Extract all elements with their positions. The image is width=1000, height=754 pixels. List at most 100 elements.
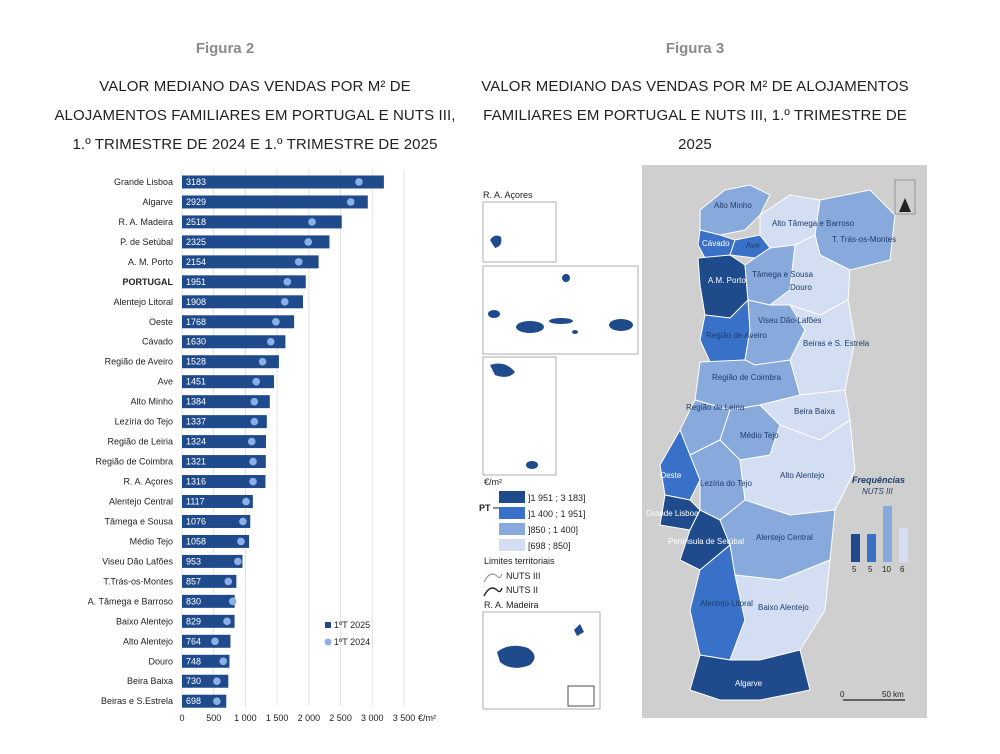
region-alto-tamega [759,194,821,249]
bar-2025 [182,275,306,289]
region-alentejo-central [719,499,836,581]
legend-swatch-2025 [325,622,331,628]
bar-value-label: 764 [186,636,201,646]
bar-value-label: 1058 [186,536,206,546]
map-label: Oeste [660,471,682,480]
map-label: Lezíria do Tejo [700,479,752,488]
bar-value-label: 3183 [186,177,206,187]
bar-value-label: 2325 [186,237,206,247]
category-label: Cávado [142,337,173,347]
point-2024 [249,457,257,466]
region-ave [729,234,771,259]
mainland-portugal [659,184,896,701]
bar-value-label: 830 [186,596,201,606]
bar-value-label: 698 [186,696,201,706]
point-2024 [283,278,292,286]
scale-label: 50 km [882,690,904,699]
bar-2025 [182,335,286,349]
frequency-value: 10 [882,565,891,574]
point-2024 [250,397,259,406]
bar-2025 [182,634,231,648]
bar-2025 [182,215,342,229]
x-tick-label: 3 500 [393,713,416,723]
bar-2025 [182,195,368,209]
legend-swatch [499,539,525,551]
map-label: Cávado [702,239,730,248]
bar-2025 [182,375,275,389]
x-tick-label: 500 [206,713,221,723]
limits-title: Limites territoriais [484,556,555,566]
region-algarve [689,649,811,701]
point-2024 [304,238,313,246]
bar-value-label: 2929 [186,197,206,207]
island-shape [572,330,578,334]
bar-2025 [182,435,266,449]
frequency-value: 5 [852,565,857,574]
region-aveiro [699,298,751,363]
point-2024 [252,377,261,386]
figure-2-title: VALOR MEDIANO DAS VENDAS POR M² DE ALOJA… [45,72,465,159]
region-viseu [744,299,806,366]
point-2024 [219,657,228,666]
region-beiras-estrela [788,299,856,396]
map-label: Alto Tâmega e Barroso [772,219,855,228]
legend-class-label: ]850 ; 1 400] [528,525,578,535]
legend-class-label: [698 ; 850] [528,541,571,551]
chart-x-axis: 0 500 1 000 1 500 2 000 2 500 3 000 3 500 €/m² [179,713,436,723]
point-2024 [224,577,233,586]
scale-bar: 0 50 km [840,690,905,701]
bar-value-label: 1076 [186,516,206,526]
inset-frame [482,201,557,263]
category-label: Ave [158,377,173,387]
map-label: Baixo Alentejo [758,603,809,612]
legend-swatch-2024 [324,638,332,646]
island-shape [497,645,535,668]
point-2024 [308,218,316,226]
category-label: Alentejo Litoral [113,297,173,307]
category-label: Região de Aveiro [105,357,173,367]
region-grande-lisboa [659,494,701,531]
bar-2025 [182,395,270,409]
point-2024 [213,697,221,706]
map-label: A.M. Porto [708,276,746,285]
category-label: P. de Setúbal [120,237,173,247]
x-axis-unit: €/m² [418,713,436,723]
map-label: Beira Baixa [794,407,835,416]
map-background [642,165,927,718]
map-label: Região de Aveiro [706,331,767,340]
region-tamega-sousa [744,244,796,306]
bar-value-label: 1951 [186,277,206,287]
bar-value-label: 1324 [186,437,206,447]
x-tick-label: 2 000 [298,713,321,723]
bar-value-label: 1316 [186,477,206,487]
point-2024 [237,537,245,546]
point-2024 [294,258,303,266]
bar-2025 [182,654,230,668]
bar-2025 [182,415,267,429]
point-2024 [223,617,231,626]
point-2024 [247,437,256,446]
figure-2-title-line: ALOJAMENTOS FAMILIARES EM PORTUGAL E NUT… [54,107,456,124]
category-label: Região de Leiria [107,437,173,447]
island-shape [488,310,500,318]
legend-unit: €/m² [484,477,502,487]
inset-subframe [567,685,595,707]
island-shape [609,319,633,331]
point-2024 [249,477,257,486]
frequency-bar [883,506,892,562]
island-shape [490,235,502,248]
map-label: Alto Alentejo [780,471,825,480]
limit-line-nuts2-icon [483,587,503,597]
legend-class-label: ]1 400 ; 1 951] [528,509,586,519]
category-label: Tâmega e Sousa [104,516,173,526]
category-label: A. M. Porto [128,257,173,267]
region-leziria [689,439,746,521]
bar-value-label: 953 [186,556,201,566]
pt-marker: PT [479,503,491,513]
map-label: Alentejo Litoral [700,599,753,608]
bar-chart: Grande Lisboa 3183 Algarve 2929 R. A. Madeir… [88,168,436,723]
point-2024 [346,198,355,206]
category-label: Beira Baixa [127,676,173,686]
category-label: PORTUGAL [123,277,174,287]
category-label: Grande Lisboa [114,177,173,187]
